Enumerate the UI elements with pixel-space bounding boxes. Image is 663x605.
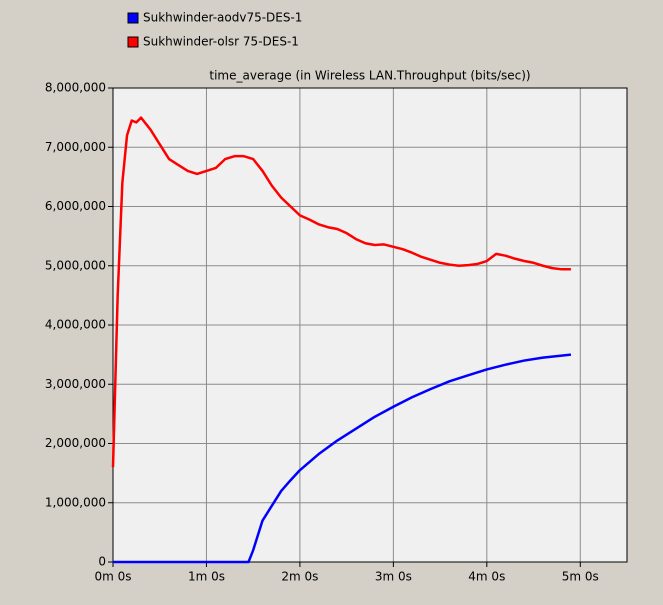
- x-tick-label: 2m 0s: [281, 570, 318, 584]
- legend-swatch: [127, 36, 139, 48]
- x-tick-label: 5m 0s: [562, 570, 599, 584]
- series-line: [111, 116, 571, 468]
- series-line: [113, 353, 572, 564]
- y-tick-label: 8,000,000: [45, 81, 106, 95]
- chart-title: time_average (in Wireless LAN.Throughput…: [209, 69, 530, 83]
- y-tick-label: 4,000,000: [45, 318, 106, 332]
- x-tick-label: 4m 0s: [468, 570, 505, 584]
- plot-border: [112, 87, 628, 563]
- x-tick-label: 1m 0s: [188, 570, 225, 584]
- legend-swatch: [127, 12, 139, 24]
- y-tick-label: 5,000,000: [45, 258, 106, 272]
- y-tick-label: 2,000,000: [45, 436, 106, 450]
- legend-label: Sukhwinder-olsr 75-DES-1: [143, 35, 299, 49]
- legend-label: Sukhwinder-aodv75-DES-1: [143, 11, 302, 25]
- y-tick-label: 0: [98, 555, 106, 569]
- x-tick-label: 3m 0s: [375, 570, 412, 584]
- y-tick-label: 6,000,000: [45, 199, 106, 213]
- y-tick-label: 1,000,000: [45, 495, 106, 509]
- x-tick-label: 0m 0s: [94, 570, 131, 584]
- y-tick-label: 7,000,000: [45, 140, 106, 154]
- y-tick-label: 3,000,000: [45, 377, 106, 391]
